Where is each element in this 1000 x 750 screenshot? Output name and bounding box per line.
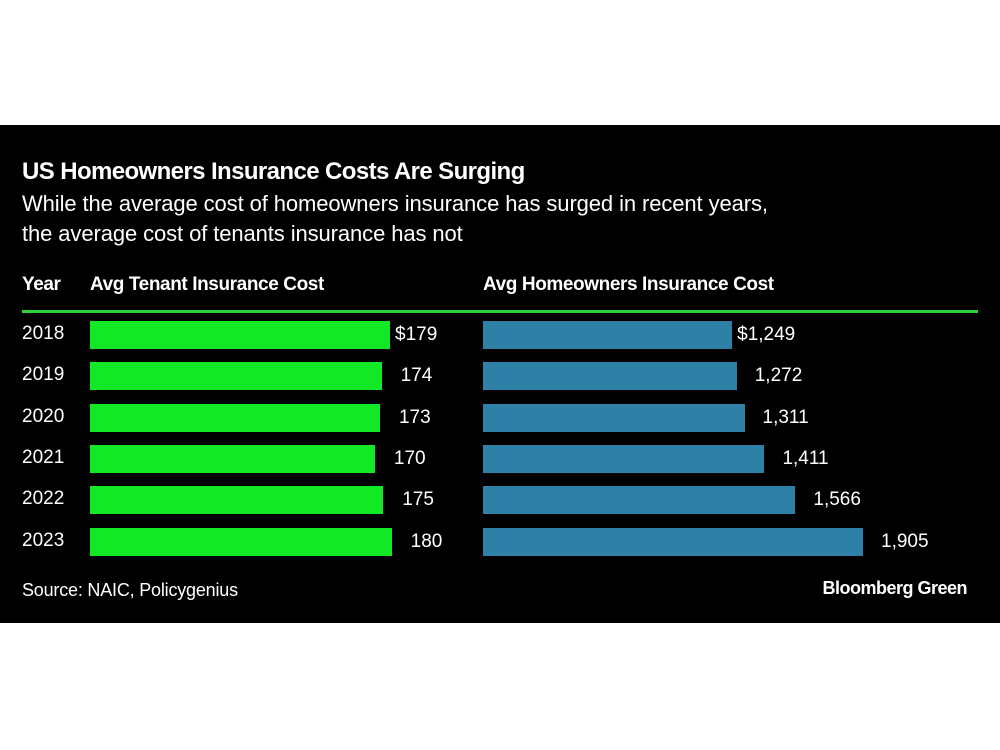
chart-title: US Homeowners Insurance Costs Are Surgin… xyxy=(22,158,525,185)
chart-subtitle-line-2: the average cost of tenants insurance ha… xyxy=(22,221,463,246)
year-label: 2021 xyxy=(22,446,65,468)
tenant-value-label: 175 xyxy=(402,489,434,511)
homeowners-value-label: 1,311 xyxy=(762,406,809,428)
homeowners-value-label: 1,566 xyxy=(813,489,861,511)
tenant-bar xyxy=(90,444,375,473)
homeowners-value-label: 1,905 xyxy=(881,530,929,552)
tenant-value-label: 174 xyxy=(400,365,433,387)
homeowners-bar xyxy=(483,362,737,391)
tenant-value-label: 173 xyxy=(398,406,431,428)
homeowners-bar xyxy=(483,403,745,432)
column-header-tenant: Avg Tenant Insurance Cost xyxy=(90,274,324,295)
year-label: 2022 xyxy=(22,488,65,510)
header-divider xyxy=(22,310,978,313)
tenant-bar xyxy=(90,321,390,349)
homeowners-bar xyxy=(483,444,765,473)
homeowners-bar xyxy=(483,527,863,556)
tenant-value-label: 180 xyxy=(410,530,443,552)
column-header-homeowners: Avg Homeowners Insurance Cost xyxy=(483,274,774,295)
source-note: Source: NAIC, Policygenius xyxy=(22,580,238,600)
homeowners-bar xyxy=(483,486,796,515)
homeowners-value-label: 1,411 xyxy=(782,447,829,469)
tenant-bar xyxy=(90,486,384,515)
brand-logo-text: Bloomberg Green xyxy=(822,578,967,598)
homeowners-value-label: 1,272 xyxy=(754,365,803,387)
year-label: 2020 xyxy=(22,405,65,427)
year-label: 2023 xyxy=(22,529,65,551)
homeowners-value-label: $1,249 xyxy=(737,324,796,345)
tenant-value-label: 170 xyxy=(393,447,426,469)
chart-panel: US Homeowners Insurance Costs Are Surgin… xyxy=(0,125,1000,623)
column-header-year: Year xyxy=(22,274,61,295)
tenant-bar xyxy=(90,527,392,556)
year-label: 2018 xyxy=(22,323,65,344)
chart-subtitle-line-1: While the average cost of homeowners ins… xyxy=(22,191,768,216)
tenant-bar xyxy=(90,362,382,391)
year-label: 2019 xyxy=(22,364,65,386)
homeowners-bar xyxy=(483,321,733,349)
tenant-bar xyxy=(90,403,380,432)
tenant-value-label: $179 xyxy=(395,324,438,345)
